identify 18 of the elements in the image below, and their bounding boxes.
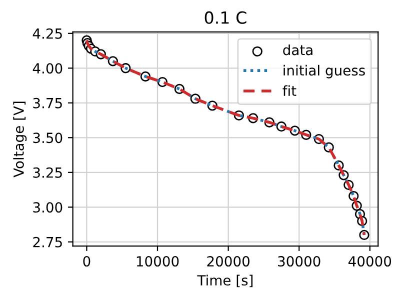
x-tick-label: 10000 xyxy=(136,256,179,267)
chart-title: 0.1 C xyxy=(204,11,246,24)
y-tick-label: 2.75 xyxy=(33,236,62,248)
y-tick-label: 3.00 xyxy=(33,202,62,213)
x-tick-label: 30000 xyxy=(278,256,320,267)
y-tick-label: 4.25 xyxy=(32,28,62,39)
y-tick-label: 4.00 xyxy=(32,63,62,74)
x-tick-label: 0 xyxy=(83,256,90,267)
y-tick-label: 3.75 xyxy=(33,98,62,108)
y-axis-title: Voltage [V] xyxy=(13,102,27,178)
legend-label: initial guess xyxy=(284,64,365,78)
y-tick-label: 3.25 xyxy=(33,167,62,178)
x-tick-label: 20000 xyxy=(207,256,250,267)
legend-label: data xyxy=(283,44,312,56)
x-tick-label: 40000 xyxy=(348,256,392,267)
y-tick-label: 3.50 xyxy=(33,132,62,144)
x-axis-title: Time [s] xyxy=(197,274,253,288)
legend-label: fit xyxy=(282,85,296,96)
